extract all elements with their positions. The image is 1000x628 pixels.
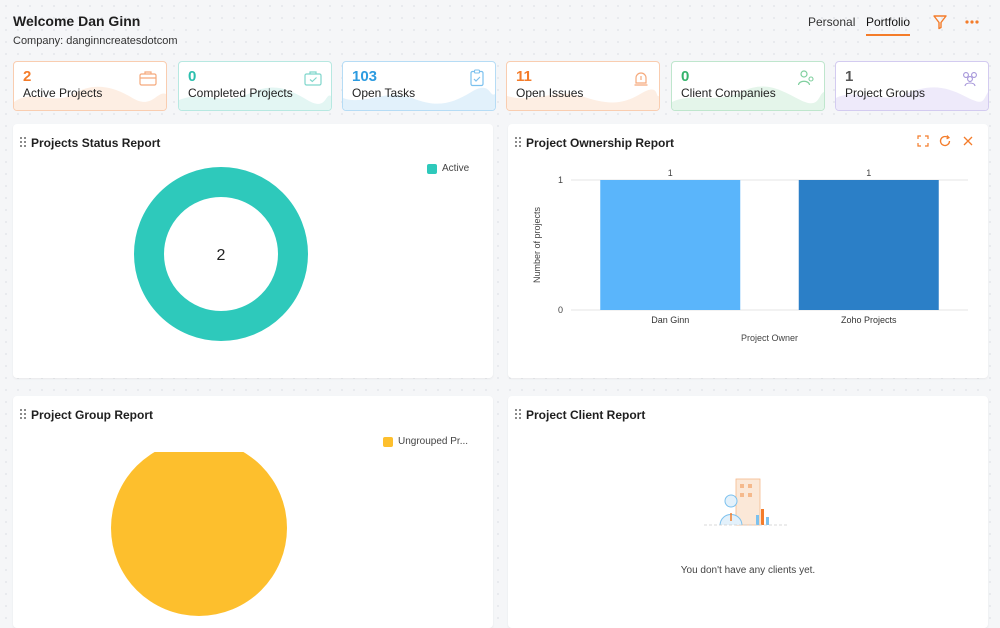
kpi-value: 2 bbox=[23, 68, 32, 85]
expand-icon[interactable] bbox=[916, 134, 930, 148]
kpi-value: 11 bbox=[516, 68, 532, 85]
group-pie-chart bbox=[111, 452, 287, 616]
data-label: 1 bbox=[668, 168, 673, 178]
project-client-card: Project Client Report You don't have any… bbox=[508, 396, 988, 628]
legend-swatch bbox=[427, 164, 437, 174]
kpi-active-projects[interactable]: 2 Active Projects bbox=[13, 61, 167, 111]
kpi-label: Completed Projects bbox=[188, 86, 293, 100]
kpi-client-companies[interactable]: 0 Client Companies bbox=[671, 61, 825, 111]
legend-label: Ungrouped Pr... bbox=[398, 436, 469, 447]
empty-clients-illustration bbox=[704, 478, 788, 526]
empty-clients-message: You don't have any clients yet. bbox=[680, 565, 816, 576]
refresh-icon[interactable] bbox=[938, 134, 952, 148]
kpi-wave-decoration bbox=[343, 87, 495, 110]
kpi-label: Open Issues bbox=[516, 86, 584, 100]
kpi-completed-projects[interactable]: 0 Completed Projects bbox=[178, 61, 332, 111]
client-people-icon bbox=[797, 70, 814, 86]
kpi-wave-decoration bbox=[836, 87, 988, 110]
close-icon[interactable] bbox=[961, 134, 975, 148]
y-axis-title: Number of projects bbox=[532, 206, 542, 283]
kpi-value: 0 bbox=[681, 68, 690, 85]
kpi-open-issues[interactable]: 11 Open Issues bbox=[506, 61, 660, 111]
project-group-card: Project Group Report Ungrouped Pr... bbox=[13, 396, 493, 628]
card-title: Project Ownership Report bbox=[526, 136, 675, 150]
legend-label: Active bbox=[442, 163, 470, 174]
dashboard-header: Welcome Dan Ginn Company: danginncreates… bbox=[0, 0, 1000, 56]
kpi-wave-decoration bbox=[14, 86, 166, 110]
tab-personal[interactable]: Personal bbox=[808, 15, 856, 29]
kpi-label: Client Companies bbox=[681, 86, 776, 100]
drag-handle-icon[interactable] bbox=[19, 408, 27, 420]
tab-portfolio[interactable]: Portfolio bbox=[866, 15, 911, 36]
alarm-issue-icon bbox=[634, 72, 648, 86]
projects-status-card: Projects Status Report Active 2 bbox=[13, 124, 493, 378]
ownership-bar-chart: 0 1 1 Dan Ginn 1 Zoho Projects Project Owner Nu… bbox=[532, 168, 968, 343]
company-label: Company: bbox=[13, 35, 64, 47]
donut-center-value: 2 bbox=[217, 247, 226, 264]
welcome-title: Welcome Dan Ginn bbox=[13, 13, 141, 29]
kpi-value: 1 bbox=[845, 68, 854, 85]
bar-dan-ginn[interactable] bbox=[600, 180, 741, 310]
card-title: Project Group Report bbox=[31, 408, 154, 422]
kpi-open-tasks[interactable]: 103 Open Tasks bbox=[342, 61, 496, 111]
x-tick-label: Dan Ginn bbox=[651, 315, 689, 325]
card-title: Project Client Report bbox=[526, 408, 646, 422]
drag-handle-icon[interactable] bbox=[514, 136, 522, 148]
drag-handle-icon[interactable] bbox=[19, 136, 27, 148]
kpi-wave-decoration bbox=[672, 86, 824, 110]
donut-slice-active[interactable] bbox=[134, 167, 308, 341]
kpi-value: 103 bbox=[352, 68, 378, 85]
y-tick-label: 0 bbox=[558, 305, 563, 315]
project-ownership-card: Project Ownership Report 0 1 1 Dan Ginn 1 Zoh… bbox=[508, 124, 988, 378]
kpi-label: Project Groups bbox=[845, 86, 926, 100]
kpi-project-groups[interactable]: 1 Project Groups bbox=[835, 61, 989, 111]
kpi-wave-decoration bbox=[507, 89, 659, 110]
clipboard-task-icon bbox=[470, 69, 484, 87]
data-label: 1 bbox=[866, 168, 871, 178]
kpi-value: 0 bbox=[188, 68, 197, 85]
group-people-icon bbox=[963, 72, 977, 87]
filter-icon[interactable] bbox=[931, 13, 949, 31]
kpi-label: Open Tasks bbox=[352, 86, 416, 100]
x-axis-title: Project Owner bbox=[741, 333, 798, 343]
bar-zoho-projects[interactable] bbox=[798, 180, 939, 310]
pie-slice-ungrouped[interactable] bbox=[111, 452, 287, 616]
company-line: Company: danginncreatesdotcom bbox=[13, 35, 178, 47]
card-title: Projects Status Report bbox=[31, 136, 161, 150]
kpi-wave-decoration bbox=[179, 87, 331, 110]
completed-briefcase-icon bbox=[304, 71, 322, 86]
legend-swatch bbox=[383, 437, 393, 447]
kpi-label: Active Projects bbox=[23, 86, 103, 100]
status-donut-chart: 2 bbox=[134, 167, 308, 341]
company-name: danginncreatesdotcom bbox=[66, 35, 178, 47]
briefcase-icon bbox=[139, 71, 157, 86]
drag-handle-icon[interactable] bbox=[514, 408, 522, 420]
x-tick-label: Zoho Projects bbox=[841, 315, 897, 325]
more-options-icon[interactable] bbox=[963, 13, 981, 31]
y-tick-label: 1 bbox=[558, 175, 563, 185]
